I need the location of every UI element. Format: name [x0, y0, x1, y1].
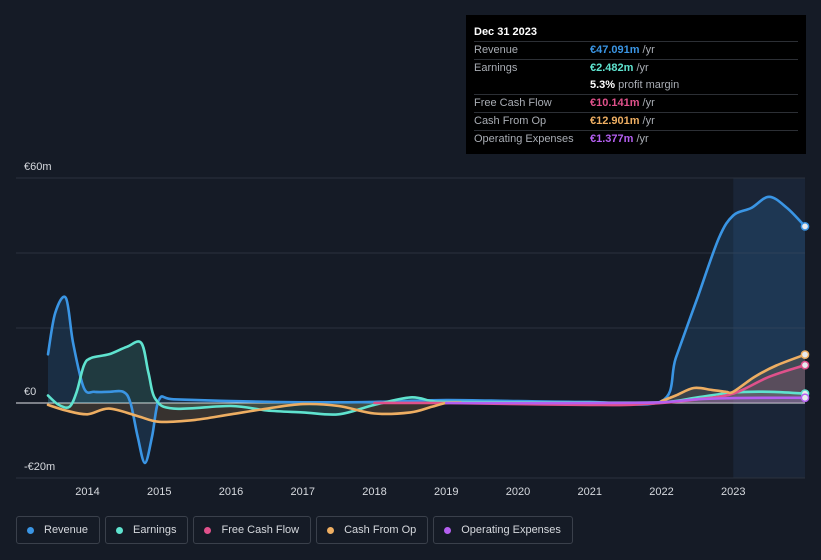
tooltip-row: Earnings €2.482m/yr: [474, 59, 798, 77]
tooltip-row-unit: profit margin: [618, 79, 680, 91]
tooltip-row-unit: /yr: [642, 115, 655, 127]
tooltip-row-unit: /yr: [636, 62, 649, 74]
tooltip-row-label: Cash From Op: [474, 115, 547, 127]
tooltip-date: Dec 31 2023: [474, 26, 537, 38]
series-endpoint: [800, 360, 810, 370]
series-area: [48, 196, 805, 464]
y-axis-ticks: €60m €0 -€20m: [24, 161, 55, 473]
x-tick-label: 2018: [362, 486, 386, 498]
series-endpoint: [800, 350, 810, 359]
legend-label: Earnings: [133, 524, 177, 536]
series-area: [48, 402, 461, 422]
x-tick-label: 2015: [147, 486, 171, 498]
tooltip-row-label: Operating Expenses: [474, 133, 574, 145]
legend-label: Revenue: [44, 524, 89, 536]
legend-dot-icon: [116, 526, 124, 534]
tooltip-panel: Dec 31 2023 Revenue €47.091m/yr Earnings €2…: [466, 15, 806, 154]
x-tick-label: 2020: [506, 486, 530, 498]
x-tick-label: 2017: [290, 486, 314, 498]
x-tick-label: 2021: [577, 486, 601, 498]
series-endpoint: [800, 222, 810, 231]
tooltip-row-value: €1.377m: [590, 133, 634, 145]
legend-dot-icon: [204, 526, 212, 534]
tooltip-row-value: €12.901m: [590, 115, 640, 127]
tooltip-row-label: [474, 77, 590, 94]
series-line: [660, 353, 807, 403]
legend-dot-icon: [327, 526, 335, 534]
tooltip-row: Revenue €47.091m/yr: [474, 41, 798, 59]
x-tick-label: 2014: [75, 486, 99, 498]
tooltip-row-unit: /yr: [642, 97, 655, 109]
legend-label: Free Cash Flow: [221, 524, 300, 536]
tooltip-row-label: Earnings: [474, 62, 518, 74]
x-tick-label: 2023: [721, 486, 745, 498]
x-tick-label: 2022: [649, 486, 673, 498]
tooltip-row-value: €2.482m: [590, 62, 634, 74]
tooltip-row: Operating Expenses €1.377m/yr: [474, 130, 798, 148]
tooltip-rows: Revenue €47.091m/yr Earnings €2.482m/yr 5.3%…: [474, 41, 798, 148]
tooltip-row-label: Free Cash Flow: [474, 97, 552, 109]
series-endpoints: [800, 222, 810, 403]
legend-dot-icon: [444, 526, 452, 534]
legend-item[interactable]: Free Cash Flow: [193, 516, 312, 544]
tooltip-row-value: €10.141m: [590, 97, 640, 109]
tooltip-row-unit: /yr: [642, 44, 655, 56]
tooltip-row-unit: /yr: [636, 133, 649, 145]
tooltip-row-value: €47.091m: [590, 44, 640, 56]
x-axis-ticks: 2014 2015 2016 2017 2018 2019 2020 2021 2022 2023: [75, 486, 745, 498]
legend-item[interactable]: Operating Expenses: [433, 516, 573, 544]
tooltip-row: 5.3% profit margin: [474, 77, 798, 94]
legend-item[interactable]: Cash From Op: [316, 516, 429, 544]
tooltip-row-label: Revenue: [474, 44, 519, 56]
series-lines: [46, 195, 807, 465]
series-line: [444, 396, 807, 405]
series-endpoint: [800, 393, 810, 403]
tooltip-row-value: 5.3%: [590, 79, 616, 91]
y-tick-label: €60m: [24, 161, 52, 173]
legend-dot-icon: [27, 526, 34, 534]
series-line: [46, 195, 807, 465]
x-tick-label: 2016: [219, 486, 243, 498]
series-line: [46, 401, 462, 424]
tooltip-row: Free Cash Flow €10.141m/yr: [474, 94, 798, 112]
chart-legend: Revenue Earnings Free Cash Flow Cash From O…: [16, 516, 573, 544]
y-tick-label: €0: [24, 386, 36, 398]
legend-label: Operating Expenses: [461, 524, 561, 536]
tooltip-row: Cash From Op €12.901m/yr: [474, 112, 798, 130]
y-tick-label: -€20m: [24, 461, 55, 473]
series-area: [374, 365, 805, 406]
legend-label: Cash From Op: [344, 524, 417, 536]
x-tick-label: 2019: [434, 486, 458, 498]
legend-item[interactable]: Earnings: [105, 516, 189, 544]
legend-item[interactable]: Revenue: [16, 516, 101, 544]
